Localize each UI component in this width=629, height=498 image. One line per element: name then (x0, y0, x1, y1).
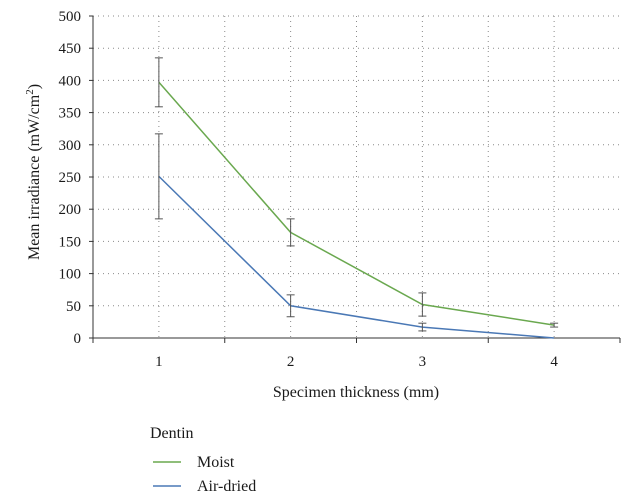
y-axis-label-close: ) (26, 84, 43, 89)
y-tick-label: 50 (66, 299, 81, 315)
y-tick-label: 500 (59, 9, 82, 25)
y-tick-label: 100 (59, 267, 82, 283)
series-lines (158, 81, 555, 339)
y-tick-label: 250 (59, 170, 82, 186)
y-tick-label: 0 (74, 331, 82, 347)
y-tick-label: 400 (59, 73, 82, 89)
y-axis-label-superscript: 2 (24, 89, 36, 95)
y-tick-label: 300 (59, 138, 82, 154)
x-tick-label: 4 (550, 354, 558, 370)
y-tick-label: 200 (59, 202, 82, 218)
grid-lines (93, 15, 620, 338)
x-tick-label: 3 (419, 354, 427, 370)
y-axis-label: Mean irradiance (mW/cm2) (24, 84, 43, 260)
y-axis-label-main: Mean irradiance (mW/cm (26, 94, 43, 260)
tick-labels: 0 50 100 150 200 250 300 350 400 450 500 1 2 3 4 (59, 9, 559, 370)
series-line-air-dried (158, 175, 555, 339)
y-tick-label: 150 (59, 234, 82, 250)
x-tick-label: 2 (287, 354, 295, 370)
legend-label-moist: Moist (197, 454, 235, 471)
y-tick-label: 350 (59, 106, 82, 122)
series-line-moist (158, 81, 555, 326)
legend-label-air-dried: Air-dried (197, 478, 256, 495)
legend: Dentin Moist Air-dried (150, 425, 256, 495)
legend-title: Dentin (150, 425, 194, 442)
error-bars (154, 57, 559, 332)
axes (89, 15, 621, 343)
x-tick-label: 1 (155, 354, 163, 370)
x-axis-label: Specimen thickness (mm) (273, 384, 439, 401)
y-tick-label: 450 (59, 41, 82, 57)
